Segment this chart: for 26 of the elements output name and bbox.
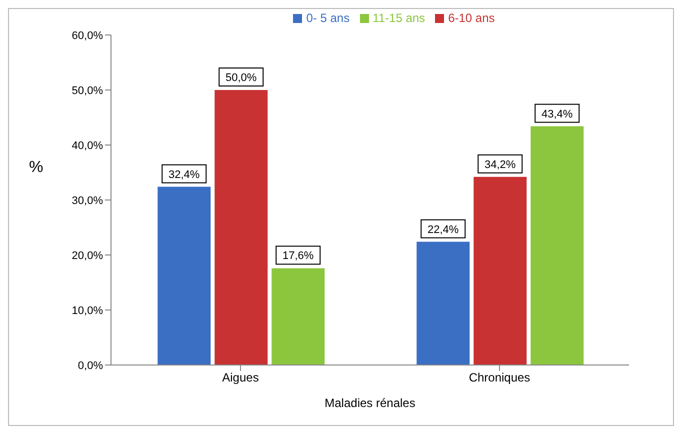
bar <box>214 90 268 365</box>
x-tick-label: Chroniques <box>468 370 530 385</box>
bar <box>530 126 584 365</box>
y-tick-label: 20,0% <box>72 250 104 262</box>
legend-label: 0- 5 ans <box>306 11 350 25</box>
x-axis-title: Maladies rénales <box>324 396 416 410</box>
y-tick-label: 10,0% <box>72 304 104 317</box>
bar <box>272 268 325 365</box>
data-label: 17,6% <box>282 250 314 262</box>
bar <box>158 186 211 365</box>
data-label: 22,4% <box>428 224 459 236</box>
x-tick-label: Aigues <box>222 370 259 385</box>
legend-label: 6-10 ans <box>448 11 495 25</box>
y-tick-label: 60,0% <box>72 30 104 42</box>
data-label: 34,2% <box>484 158 516 171</box>
data-label: 50,0% <box>226 72 257 84</box>
y-tick-label: 0,0% <box>78 360 104 372</box>
data-label: 43,4% <box>542 108 573 120</box>
bar <box>416 242 470 365</box>
data-label: 32,4% <box>168 168 200 181</box>
y-axis-title: % <box>29 159 44 177</box>
y-tick-label: 30,0% <box>72 194 104 207</box>
legend-label: 11-15 ans <box>372 11 426 25</box>
bar <box>474 176 527 365</box>
y-tick-label: 50,0% <box>72 84 104 97</box>
y-tick-label: 40,0% <box>72 140 104 152</box>
